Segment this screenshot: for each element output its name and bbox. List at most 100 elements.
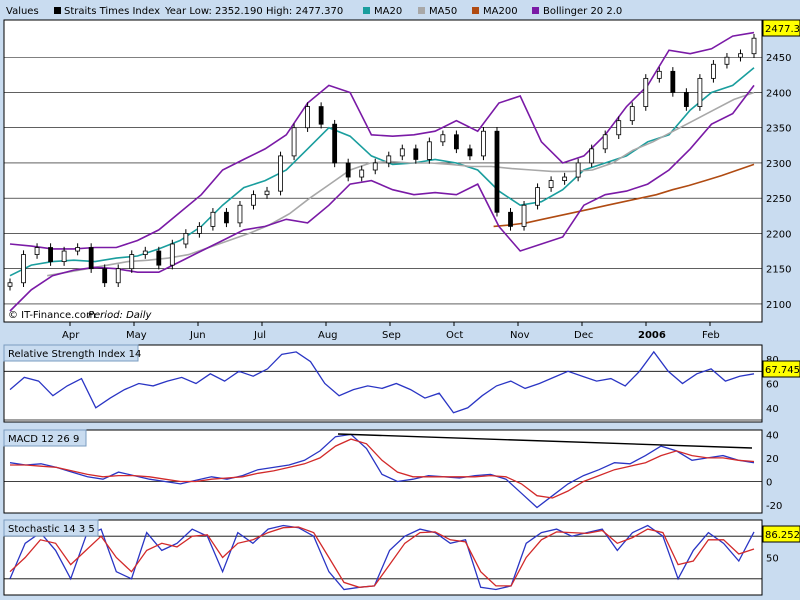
macd-plot: -20 0 20 40 [4,430,782,512]
candle-body [21,254,26,284]
y-tick-label: 2350 [766,124,791,135]
candle-body [183,233,189,245]
candle-body [169,243,175,266]
candle-body [278,155,283,192]
y-tick-label: 40 [766,430,779,441]
candle-body [291,127,297,157]
macd-trendline [337,433,753,449]
legend-swatch-ma50 [418,7,425,14]
candle-body [426,141,432,160]
candle-body [318,106,324,125]
candle-body [440,134,446,143]
candle-body [481,130,486,157]
legend-label-ma50: MA50 [429,6,457,17]
candle-body [129,254,135,270]
candle-body [115,268,121,284]
series-line-ma50 [47,91,755,277]
symbol-label: Straits Times Index [64,6,160,17]
candle-body [399,148,405,157]
stochastic-title: Stochastic 14 3 5 [8,524,95,535]
y-tick-label: 2450 [766,53,791,64]
candle-body [264,190,270,196]
y-tick-label: -20 [766,501,782,512]
legend-label-bollinger: Bollinger 20 2.0 [543,6,622,17]
y-tick-label: 50 [766,554,779,565]
candle-body [210,211,216,227]
legend-label-ma200: MA200 [483,6,518,17]
candle-body [683,92,689,107]
year-low-high-label: Year Low: 2352.190 High: 2477.370 [164,6,343,17]
candle-body [61,250,67,263]
candle-body [305,106,311,129]
x-tick-label: Apr [62,330,80,341]
y-tick-label: 2400 [766,88,791,99]
series-line--d [9,526,755,588]
y-tick-label: 2200 [766,229,791,240]
candle-body [386,155,392,164]
candle-body [359,169,365,178]
rsi-last-value-tag [762,360,800,378]
series-line-ma200 [493,163,755,228]
x-tick-label: Dec [574,330,593,341]
candle-body [332,123,338,164]
candle-body [711,63,716,79]
price-plot: 2100 2150 2200 2250 2300 2350 2400 2450 [4,31,791,312]
x-tick-label: Jul [253,330,266,341]
candle-body [413,148,419,160]
candle-body [697,77,703,107]
stochastic-title-box [3,519,99,537]
candle-body [345,162,351,178]
candle-body [75,247,81,252]
candle-body [48,247,53,263]
candle-body [142,250,148,255]
candle-body [629,106,635,122]
candle-body [535,187,540,206]
candle-body [88,247,94,270]
macd-title: MACD 12 26 9 [8,434,79,445]
y-tick-label: 0 [766,478,772,489]
x-tick-label: Aug [318,330,338,341]
rsi-title-box [3,344,139,362]
symbol-swatch [54,7,61,14]
rsi-title: Relative Strength Index 14 [8,349,141,360]
x-tick-label: May [126,330,147,341]
candle-body [34,247,40,255]
stochastic-last-value-tag [762,525,800,543]
stochastic-panel [3,519,763,596]
x-tick-label: Nov [510,330,530,341]
price-last-value: 2477.37 [765,24,800,35]
candle-body [156,250,162,266]
period-label: Period: Daily [88,310,152,321]
x-tick-label: Jun [189,330,206,341]
candle-body [643,77,649,107]
legend-label-ma20: MA20 [374,6,402,17]
legend-swatch-ma200 [472,7,479,14]
macd-title-box [3,429,87,447]
rsi-last-value: 67.7456 [765,365,800,376]
stochastic-plot: 50 [4,524,779,591]
candle-body [738,53,743,58]
candle-body [251,194,256,206]
candle-body [372,162,378,171]
candle-body [508,211,513,227]
copyright-label: © IT-Finance.com [8,310,96,321]
y-tick-label: 40 [766,404,779,415]
legend-swatch-bollinger [532,7,539,14]
candle-body [102,268,108,284]
candle-body [562,176,568,181]
candle-body [656,70,662,79]
candle-body [670,70,676,93]
stochastic-last-value: 86.2527 [765,530,800,541]
series-line-bollinger-lower [9,84,755,312]
candle-body [224,211,229,224]
series-line-signal [10,438,755,499]
candle-body [237,204,243,224]
y-tick-label: 2150 [766,265,791,276]
values-label: Values [6,6,39,17]
series-line--k [9,524,755,591]
candle-body [467,148,473,157]
y-tick-label: 20 [766,454,779,465]
macd-panel [3,429,763,514]
